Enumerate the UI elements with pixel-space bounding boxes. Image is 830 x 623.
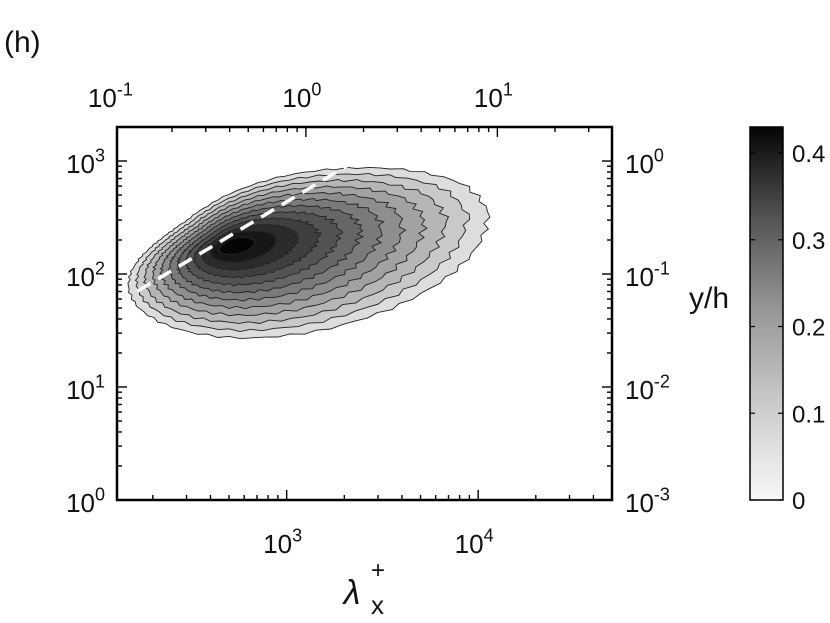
y-tick-label: 102: [66, 258, 105, 292]
top-tick-label: 101: [474, 79, 513, 113]
y-tick-label: 100: [66, 484, 105, 518]
y-tick-labels: 100 101 102 103: [66, 145, 105, 518]
right-tick-label: 10-3: [625, 484, 670, 518]
plot-frame: [115, 125, 614, 502]
contour-level-12: [217, 236, 258, 256]
y-tick-label: 103: [66, 145, 105, 179]
right-tick-label: 100: [625, 145, 664, 179]
x-tick-label: 103: [263, 525, 302, 559]
x-tick-labels: 103 104: [263, 525, 493, 559]
colorbar-tick-label: 0.2: [792, 315, 825, 342]
colorbar-ticks: 0 0.1 0.2 0.3 0.4: [750, 141, 825, 515]
colorbar-tick-label: 0.4: [792, 141, 825, 168]
top-tick-label: 10-1: [88, 79, 133, 113]
colorbar: [749, 126, 784, 501]
right-tick-label: 10-2: [625, 371, 670, 405]
x-axis-label-symbol: λ: [342, 574, 361, 612]
dashed-scaling-line: [117, 127, 413, 305]
x-axis-label-subscript: x: [371, 590, 384, 620]
y-tick-label: 101: [66, 371, 105, 405]
top-tick-label: 100: [282, 79, 321, 113]
x-axis-label-superscript: +: [371, 557, 385, 584]
colorbar-tick-label: 0.1: [792, 401, 825, 428]
svg-text:λ: λ: [342, 574, 361, 612]
right-tick-label: 10-1: [625, 258, 670, 292]
colorbar-tick-label: 0: [792, 488, 805, 515]
contour-field: [127, 166, 491, 340]
top-tick-labels: 10-1 100 101: [88, 79, 513, 113]
panel-label: (h): [4, 26, 41, 59]
x-tick-label: 104: [455, 525, 494, 559]
right-axis-label: y/h: [689, 282, 729, 315]
axis-ticks: [117, 126, 613, 501]
right-tick-labels: 10-3 10-2 10-1 100: [625, 145, 670, 518]
colorbar-tick-label: 0.3: [792, 228, 825, 255]
